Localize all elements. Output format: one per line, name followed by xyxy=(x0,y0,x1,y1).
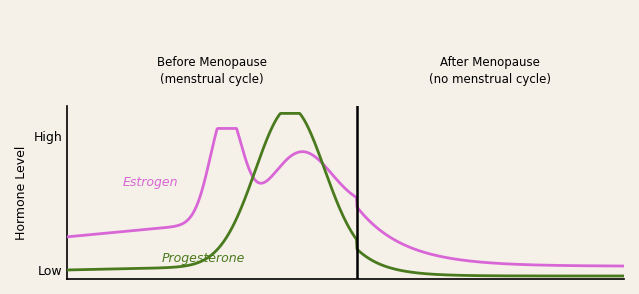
Text: After Menopause
(no menstrual cycle): After Menopause (no menstrual cycle) xyxy=(429,56,551,86)
Text: Estrogen: Estrogen xyxy=(123,176,178,189)
Text: Progesterone: Progesterone xyxy=(162,252,245,265)
Y-axis label: Hormone Level: Hormone Level xyxy=(15,145,28,240)
Text: Before Menopause
(menstrual cycle): Before Menopause (menstrual cycle) xyxy=(157,56,267,86)
